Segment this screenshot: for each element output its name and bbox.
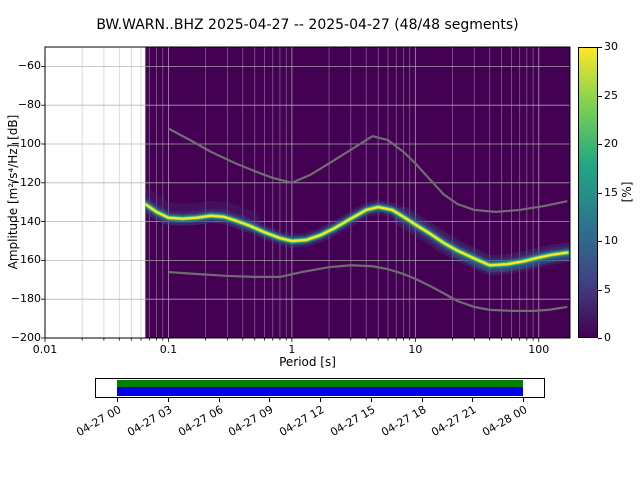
timeline-tick bbox=[167, 398, 169, 402]
y-tick-label: −60 bbox=[17, 59, 41, 73]
colorbar-tick-label: 10 bbox=[604, 234, 618, 247]
x-axis-label: Period [s] bbox=[279, 355, 336, 369]
y-tick-label: −120 bbox=[10, 175, 41, 189]
timeline-tick bbox=[370, 398, 372, 402]
timeline-tick bbox=[320, 398, 321, 402]
timeline-tick bbox=[218, 398, 220, 402]
colorbar-tick-label: 15 bbox=[604, 185, 618, 199]
psd-probability-band bbox=[145, 189, 570, 276]
colorbar-tick-label: 5 bbox=[604, 282, 611, 296]
y-tick-label: −200 bbox=[10, 331, 41, 344]
colorbar-tick bbox=[598, 289, 602, 291]
timeline-extent-bar bbox=[117, 380, 523, 387]
y-tick-label: −140 bbox=[10, 214, 41, 228]
colorbar-tick bbox=[598, 192, 602, 194]
high_noise_model-line bbox=[167, 127, 568, 213]
colorbar-tick bbox=[598, 95, 602, 97]
colorbar-tick bbox=[598, 144, 602, 145]
colorbar bbox=[578, 47, 598, 338]
colorbar-tick-label: 20 bbox=[604, 137, 618, 150]
low_noise_model-line bbox=[168, 264, 568, 312]
timeline-tick bbox=[117, 398, 118, 402]
timeline-tick bbox=[472, 398, 474, 402]
colorbar-tick bbox=[598, 338, 602, 339]
colorbar-tick-label: 25 bbox=[604, 88, 618, 102]
timeline-tick bbox=[421, 398, 423, 402]
colorbar-tick bbox=[598, 47, 602, 48]
timeline-data-bar bbox=[117, 387, 523, 396]
heatmap-background bbox=[145, 47, 570, 338]
y-tick-label: −100 bbox=[10, 137, 41, 150]
colorbar-tick bbox=[598, 241, 602, 242]
x-tick-label: 1 bbox=[288, 343, 296, 356]
y-tick-label: −160 bbox=[10, 253, 41, 267]
x-tick-label: 10 bbox=[408, 343, 423, 356]
plot-title: BW.WARN..BHZ 2025-04-27 -- 2025-04-27 (4… bbox=[96, 17, 519, 33]
x-tick-label: 0.1 bbox=[159, 343, 178, 356]
colorbar-tick-label: 0 bbox=[604, 331, 611, 344]
x-tick-label: 0.01 bbox=[32, 343, 58, 356]
timeline-tick bbox=[269, 398, 271, 402]
colorbar-tick-label: 30 bbox=[604, 40, 618, 53]
plot-frame bbox=[44, 46, 571, 339]
timeline-tick bbox=[523, 398, 524, 402]
y-tick-label: −180 bbox=[10, 292, 41, 306]
plot-svg bbox=[41, 46, 571, 342]
x-tick-label: 100 bbox=[528, 343, 550, 356]
y-tick-label: −80 bbox=[17, 98, 41, 112]
